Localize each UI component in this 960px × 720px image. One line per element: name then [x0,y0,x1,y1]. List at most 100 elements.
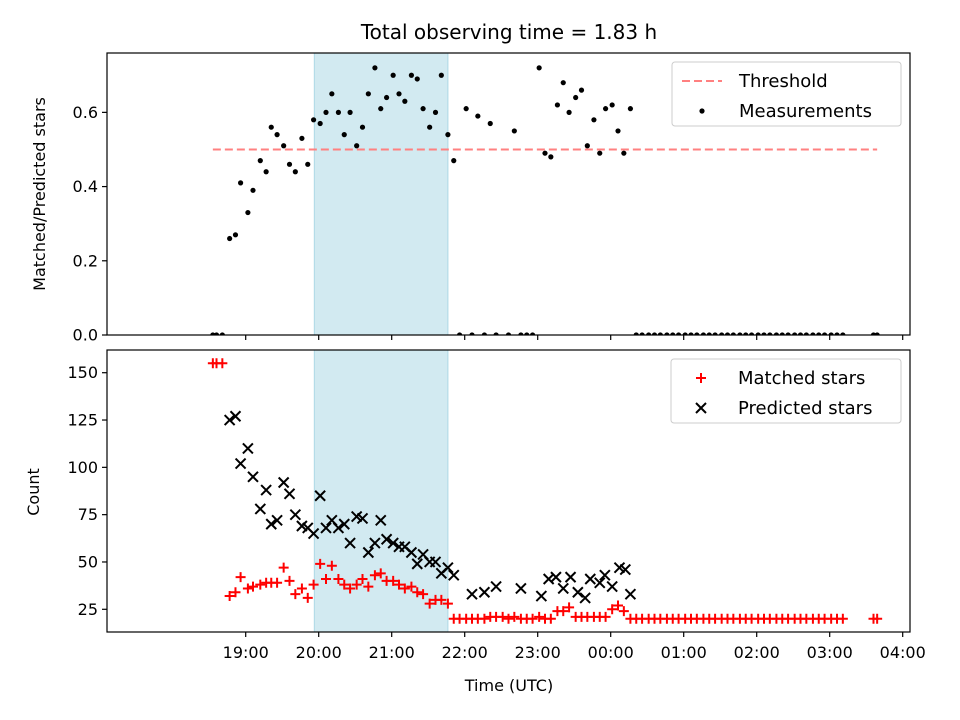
bottom-series0-point-65 [600,611,611,622]
bottom-series0-point-21 [333,574,344,585]
top-series0-point-42 [463,106,469,112]
bottom-series0-point-18 [315,558,326,569]
top-series0-point-105 [874,332,880,335]
bottom-series1-point-51 [599,569,611,581]
top-series0-point-53 [536,65,542,71]
top-series0-point-65 [609,102,615,108]
top-series0-point-76 [675,332,682,335]
top-legend: Threshold Measurements [671,61,902,127]
bottom-legend-box [670,358,902,424]
top-series0-point-59 [573,94,579,101]
top-series0-point-15 [299,135,305,141]
top-series0-point-51 [524,332,530,335]
bottom-series1-point-19 [338,518,350,530]
top-series0-point-24 [354,143,360,149]
bottom-series0-point-30 [388,575,399,586]
top-series0-point-1 [213,332,220,335]
top-series0-point-8 [257,158,263,164]
top-series0-point-52 [529,332,536,335]
bottom-legend-label-0: Matched stars [738,368,865,389]
bottom-series1-point-36 [442,561,454,574]
bottom-series1-point-25 [375,514,387,527]
bottom-series0-point-13 [284,575,295,586]
top-series0-point-11 [274,132,280,138]
top-ytick-label-0: 0.0 [73,326,98,345]
bottom-series0-point-49 [503,613,514,624]
bottom-legend: Matched stars Predicted stars [670,358,902,424]
bottom-series0-point-26 [363,581,374,592]
top-series0-point-99 [816,332,822,335]
xtick-label-0: 19:00 [223,643,269,662]
top-series0-point-37 [432,109,439,115]
bottom-series1-point-48 [579,592,591,604]
bottom-series0-point-16 [302,592,313,603]
top-series0-point-86 [737,332,743,335]
top-legend-marker-1 [699,108,705,114]
bottom-series0-point-39 [442,598,453,609]
bottom-ytick-label-3: 100 [67,458,98,477]
xtick-label-8: 03:00 [807,643,853,662]
xtick-label-6: 01:00 [661,643,707,662]
bottom-series0-point-15 [296,583,307,594]
top-series0-point-102 [834,332,840,335]
top-series0-point-50 [518,332,524,335]
top-series0-point-33 [408,72,415,78]
top-series0-point-89 [755,332,761,335]
top-series0-point-84 [724,332,731,335]
xtick-label-2: 21:00 [369,643,415,662]
top-series0-point-68 [627,106,634,112]
top-series0-point-61 [584,143,590,149]
top-series0-point-22 [341,132,347,138]
bottom-ytick-label-1: 50 [78,552,98,571]
top-series0-point-34 [414,76,420,82]
top-series0-point-54 [542,150,548,156]
top-series0-point-69 [633,332,639,335]
top-series0-point-38 [438,72,444,78]
top-series0-point-97 [803,332,809,335]
bottom-series0-point-34 [412,587,423,598]
top-series0-point-45 [481,332,488,335]
bottom-series0-point-68 [618,606,629,617]
top-series0-point-26 [365,91,371,97]
bottom-series1-point-50 [594,577,606,589]
top-series0-point-90 [761,332,767,335]
top-series0-point-103 [840,332,846,335]
bottom-series1-point-55 [624,588,637,600]
top-series0-point-27 [372,65,378,71]
bottom-series1-point-18 [332,522,345,534]
bottom-series1-point-31 [411,558,423,570]
bottom-series0-point-36 [424,598,435,609]
bottom-series1-point-3 [242,442,254,455]
top-series0-point-91 [767,332,773,335]
xtick-label-4: 23:00 [515,643,561,662]
bottom-series1-point-37 [448,569,460,581]
top-series0-point-92 [773,332,780,335]
bottom-series1-point-16 [320,522,332,534]
bottom-series1-point-41 [515,582,527,595]
bottom-series0-point-7 [248,581,258,592]
top-series0-point-71 [646,332,652,335]
top-series0-point-72 [651,332,658,335]
bottom-series0-point-3 [224,591,235,602]
top-series0-point-83 [719,332,725,335]
top-series0-point-31 [396,91,402,97]
bottom-series1-point-8 [271,514,283,527]
top-series0-point-95 [792,332,798,335]
top-series0-point-80 [700,332,707,335]
bottom-series1-point-54 [619,563,632,576]
top-series0-point-62 [591,117,597,123]
top-series0-point-56 [554,102,561,108]
top-series0-point-41 [456,332,463,335]
bottom-series0-point-8 [255,579,266,590]
bottom-series0-point-4 [230,587,241,598]
bottom-series1-point-45 [557,582,569,595]
bottom-series1-point-4 [247,471,259,483]
bottom-legend-marker-1 [695,402,707,414]
top-legend-label-0: Threshold [738,71,828,92]
top-series0-point-21 [335,109,342,115]
bottom-series1-point-9 [277,476,290,489]
bottom-series0-point-67 [613,600,623,611]
bottom-axes: Count Time (UTC) 25 50 75 100 125 150 19:00 20:… [24,349,926,695]
bottom-series0-point-45 [479,613,490,624]
